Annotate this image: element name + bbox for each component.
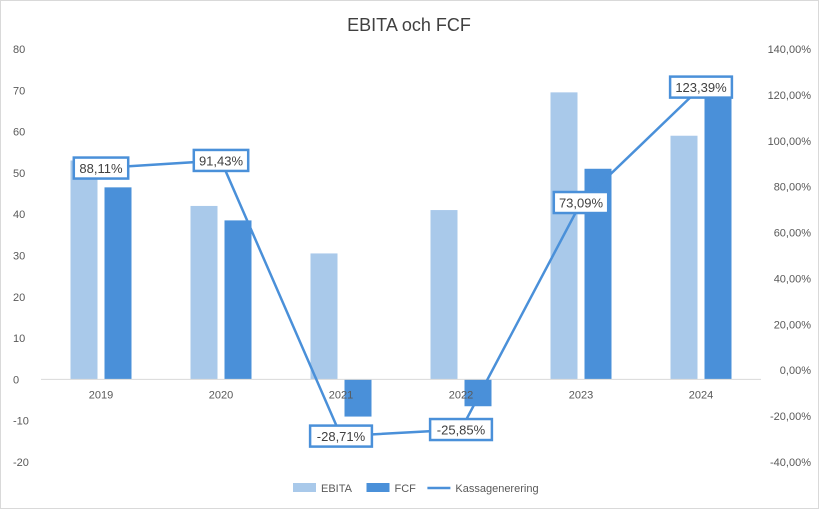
data-label-box: [192, 148, 250, 173]
data-label: 88,11%: [79, 161, 123, 176]
data-label: -25,85%: [437, 423, 486, 438]
x-tick-label: 2021: [329, 389, 353, 401]
data-label-box: [552, 190, 610, 215]
bar-fcf-2024: [704, 77, 732, 380]
x-axis: 2019 2020 2021 2022 2023 2024: [89, 389, 713, 401]
bar-fcf-2020: [224, 220, 252, 380]
chart-title: EBITA och FCF: [347, 15, 471, 35]
left-tick-label: 30: [13, 251, 25, 263]
bar-fcf-2022: [464, 379, 492, 407]
right-tick-label: 120,00%: [768, 90, 812, 102]
right-tick-label: 140,00%: [768, 44, 812, 56]
bar-fcf-2021: [344, 379, 372, 417]
data-label-box: [308, 424, 374, 448]
right-tick-label: 0,00%: [780, 365, 811, 377]
right-tick-label: -20,00%: [770, 411, 811, 423]
bar-ebita-2022: [430, 210, 458, 380]
legend-swatch-ebita: [293, 483, 316, 492]
right-y-axis: -40,00% -20,00% 0,00% 20,00% 40,00% 60,00% 80,…: [768, 44, 812, 469]
right-tick-label: 80,00%: [774, 182, 812, 194]
x-tick-label: 2024: [689, 389, 713, 401]
left-tick-label: -10: [13, 416, 29, 428]
data-label: 91,43%: [199, 153, 244, 168]
right-tick-label: -40,00%: [770, 457, 811, 469]
x-tick-label: 2023: [569, 389, 593, 401]
right-tick-label: 60,00%: [774, 228, 812, 240]
left-tick-label: 10: [13, 333, 25, 345]
left-tick-label: 60: [13, 127, 25, 139]
right-tick-label: 20,00%: [774, 319, 812, 331]
legend-swatch-fcf: [366, 483, 390, 492]
bar-ebita-2024: [670, 135, 698, 380]
left-tick-label: 40: [13, 209, 25, 221]
left-tick-label: 50: [13, 168, 25, 180]
legend-label: EBITA: [321, 483, 353, 495]
bar-ebita-2019: [70, 160, 98, 380]
data-label-box: [668, 75, 734, 99]
left-tick-label: 80: [13, 44, 25, 56]
data-label: 73,09%: [559, 196, 604, 211]
data-label: 123,39%: [675, 80, 727, 95]
legend-label: FCF: [395, 483, 417, 495]
data-label-box: [428, 417, 494, 442]
bar-series: [70, 77, 732, 417]
left-tick-label: 70: [13, 85, 25, 97]
left-tick-label: -20: [13, 457, 29, 469]
data-label-box: [72, 156, 130, 180]
legend: EBITA FCF Kassagenerering: [293, 483, 539, 495]
x-tick-label: 2020: [209, 389, 233, 401]
x-tick-label: 2022: [449, 389, 473, 401]
bar-ebita-2021: [310, 253, 338, 380]
data-label: -28,71%: [317, 429, 366, 444]
left-tick-label: 0: [13, 374, 19, 386]
x-tick-label: 2019: [89, 389, 113, 401]
line-series: 88,11% 91,43% -28,71% -25,85% 73,09% 123,39%: [72, 75, 734, 448]
right-tick-label: 100,00%: [768, 136, 812, 148]
bar-ebita-2020: [190, 205, 218, 380]
legend-label: Kassagenerering: [455, 483, 538, 495]
bar-fcf-2019: [104, 187, 132, 380]
left-y-axis: -20 -10 0 10 20 30 40 50 60 70 80: [13, 44, 29, 469]
right-tick-label: 40,00%: [774, 273, 812, 285]
left-tick-label: 20: [13, 292, 25, 304]
